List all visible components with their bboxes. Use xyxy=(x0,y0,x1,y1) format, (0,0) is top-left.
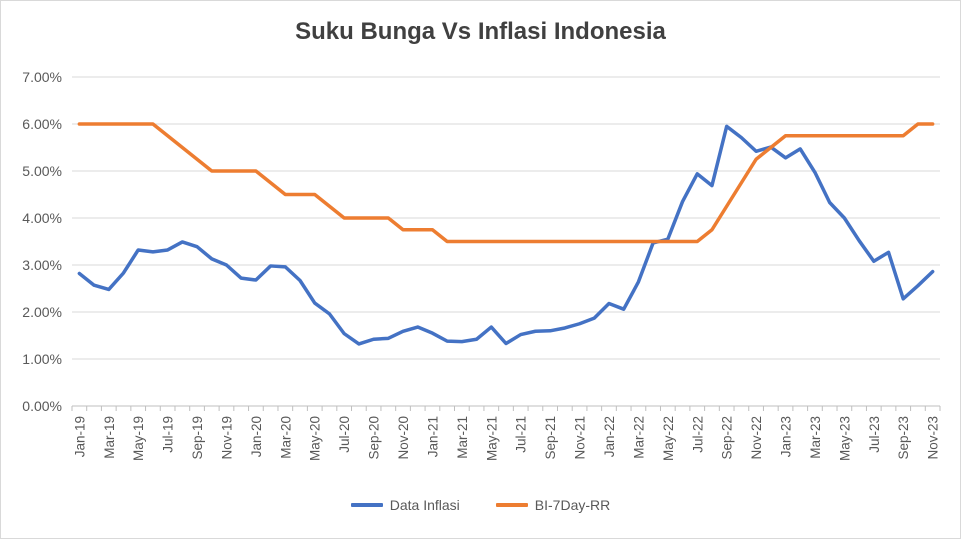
x-tick-label: Jan-23 xyxy=(779,416,794,457)
x-tick-label: Jul-20 xyxy=(337,416,352,453)
x-tick-label: May-21 xyxy=(484,416,499,461)
legend-label-bi-7day-rr: BI-7Day-RR xyxy=(534,497,611,513)
legend-swatch-data-inflasi xyxy=(350,503,383,507)
y-tick-label: 6.00% xyxy=(22,116,62,132)
x-tick-label: Mar-21 xyxy=(455,416,470,459)
axes: 0.00% 1.00% 2.00% 3.00% 4.00% 5.00% 6.00% 7.00%… xyxy=(22,69,940,461)
x-tick-label: Nov-22 xyxy=(749,416,764,460)
y-tick-label: 7.00% xyxy=(22,69,62,85)
x-tick-label: Sep-22 xyxy=(720,416,735,460)
x-tick-label: Mar-20 xyxy=(278,416,293,459)
y-tick-label: 1.00% xyxy=(22,351,62,367)
x-tick-label: May-20 xyxy=(308,416,323,461)
legend-item-bi-7day-rr: BI-7Day-RR xyxy=(495,497,611,513)
x-tick-label: Jan-19 xyxy=(72,416,87,457)
y-tick-label: 2.00% xyxy=(22,304,62,320)
legend: Data Inflasi BI-7Day-RR xyxy=(0,497,961,513)
series-lines xyxy=(77,122,935,346)
x-tick-label: Jan-20 xyxy=(249,416,264,457)
x-tick-label: Nov-23 xyxy=(926,416,941,460)
y-tick-label: 4.00% xyxy=(22,210,62,226)
x-tick-label: Sep-21 xyxy=(543,416,558,460)
y-tick-label: 3.00% xyxy=(22,257,62,273)
legend-item-data-inflasi: Data Inflasi xyxy=(350,497,460,513)
x-tick-label: Jan-22 xyxy=(602,416,617,457)
x-tick-label: Mar-23 xyxy=(808,416,823,459)
x-tick-label: May-19 xyxy=(131,416,146,461)
x-tick-label: Nov-19 xyxy=(219,416,234,460)
x-tick-label: Nov-21 xyxy=(573,416,588,460)
x-tick-label: Jul-21 xyxy=(514,416,529,453)
gridlines xyxy=(72,76,940,360)
y-tick-label: 0.00% xyxy=(22,398,62,414)
x-tick-label: Nov-20 xyxy=(396,416,411,460)
series-line-bi-7day-rr xyxy=(77,122,935,244)
x-tick-label: Jan-21 xyxy=(425,416,440,457)
legend-swatch-bi-7day-rr xyxy=(495,503,528,507)
x-tick-label: May-22 xyxy=(661,416,676,461)
x-tick-label: Sep-20 xyxy=(367,416,382,460)
legend-label-data-inflasi: Data Inflasi xyxy=(389,497,460,513)
x-tick-label: Sep-23 xyxy=(896,416,911,460)
x-tick-label: Mar-22 xyxy=(631,416,646,459)
chart-title: Suku Bunga Vs Inflasi Indonesia xyxy=(295,18,666,45)
x-tick-label: Jul-22 xyxy=(690,416,705,453)
x-tick-label: Jul-23 xyxy=(867,416,882,453)
x-tick-label: Sep-19 xyxy=(190,416,205,460)
y-tick-label: 5.00% xyxy=(22,163,62,179)
x-tick-label: May-23 xyxy=(837,416,852,461)
series-line-data-inflasi xyxy=(77,124,935,346)
x-tick-label: Jul-19 xyxy=(161,416,176,453)
x-tick-label: Mar-19 xyxy=(102,416,117,459)
